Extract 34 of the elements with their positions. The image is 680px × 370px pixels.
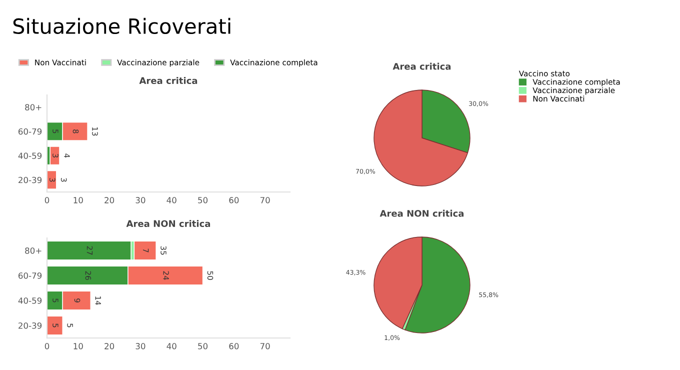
x-tick-label: 70 <box>260 197 270 204</box>
x-tick-label: 40 <box>166 343 176 350</box>
x-tick-label: 0 <box>44 343 50 350</box>
x-tick-label: 40 <box>166 197 176 204</box>
x-tick-label: 20 <box>104 197 114 204</box>
x-tick-label: 30 <box>136 197 146 204</box>
bar <box>47 316 63 336</box>
text: Situazione Ricoverati <box>13 18 230 34</box>
chart-title: Area critica <box>139 77 198 84</box>
bar <box>47 240 132 260</box>
x-tick-label: 70 <box>260 343 270 350</box>
y-tick-label: 60-79 <box>18 272 42 279</box>
x-tick-label: 30 <box>136 343 146 350</box>
y-tick-label: 40-59 <box>18 152 42 159</box>
chart-title: Area NON critica <box>126 220 210 228</box>
y-tick-label: 40-59 <box>18 297 42 304</box>
bar <box>134 240 156 260</box>
bar <box>50 146 60 166</box>
x-tick-label: 0 <box>44 197 50 204</box>
y-tick-label: 20-39 <box>18 322 42 329</box>
y-tick-label: 60-79 <box>18 128 42 135</box>
x-tick-label: 50 <box>198 197 208 204</box>
x-tick-label: 20 <box>104 343 114 350</box>
chart-title: Area critica <box>392 62 451 70</box>
x-tick-label: 10 <box>74 197 83 204</box>
y-tick-label: 20-39 <box>18 176 42 184</box>
x-tick-label: 50 <box>198 343 208 350</box>
x-tick-label: 60 <box>229 343 239 350</box>
x-tick-label: 10 <box>74 343 83 350</box>
y-tick-label: 80+ <box>25 104 42 110</box>
x-tick-label: 60 <box>229 197 239 204</box>
chart-title: Area NON critica <box>380 210 464 217</box>
y-tick-label: 80+ <box>25 247 42 254</box>
pie-slice <box>374 90 468 186</box>
